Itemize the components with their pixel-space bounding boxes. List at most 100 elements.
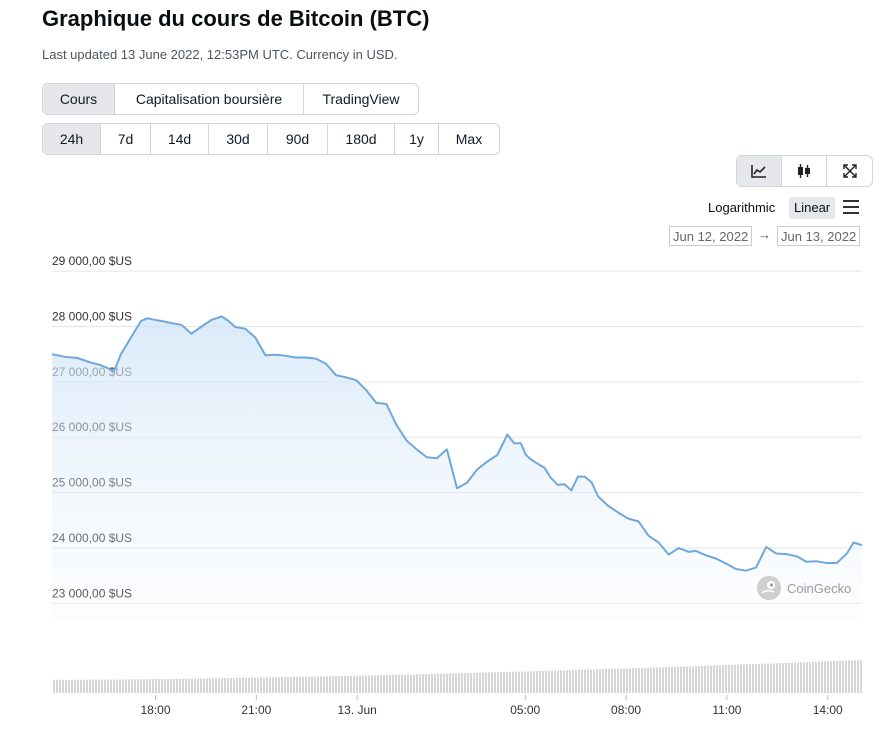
volume-bar xyxy=(641,667,643,693)
range-24h-button[interactable]: 24h xyxy=(43,124,101,154)
volume-bar xyxy=(65,679,67,693)
date-from-input[interactable]: Jun 12, 2022 xyxy=(669,226,753,246)
volume-bar xyxy=(584,669,586,693)
y-tick-label: 29 000,00 $US xyxy=(52,254,132,268)
tab-tradingview[interactable]: TradingView xyxy=(322,91,400,107)
linear-scale-button[interactable]: Linear xyxy=(789,197,836,219)
volume-bar xyxy=(188,678,190,693)
volume-bar xyxy=(701,665,703,693)
volume-bar xyxy=(761,663,763,693)
volume-bar xyxy=(563,670,565,693)
volume-bar xyxy=(386,675,388,693)
volume-bar xyxy=(842,660,844,693)
volume-bar xyxy=(485,672,487,693)
volume-bar xyxy=(146,679,148,693)
volume-bar xyxy=(722,665,724,693)
volume-bar xyxy=(605,669,607,693)
volume-bar xyxy=(455,673,457,693)
volume-bar xyxy=(557,670,559,693)
volume-bar xyxy=(365,675,367,693)
volume-bar xyxy=(602,669,604,693)
line-chart-button[interactable] xyxy=(737,156,782,186)
volume-bar xyxy=(629,668,631,693)
volume-bar xyxy=(452,673,454,693)
volume-bar xyxy=(350,675,352,693)
volume-bar xyxy=(317,676,319,693)
volume-bar xyxy=(647,667,649,693)
volume-bar xyxy=(707,665,709,693)
volume-bar xyxy=(644,667,646,693)
volume-bar xyxy=(416,674,418,693)
volume-bar xyxy=(770,663,772,693)
volume-bar xyxy=(92,679,94,693)
volume-bar xyxy=(320,676,322,693)
volume-bar xyxy=(740,664,742,693)
volume-bar xyxy=(659,667,661,693)
x-tick-label: 18:00 xyxy=(141,703,171,717)
volume-bar xyxy=(614,668,616,693)
volume-bar xyxy=(185,678,187,693)
volume-bar xyxy=(362,675,364,693)
volume-bar xyxy=(179,678,181,693)
volume-bar xyxy=(404,674,406,693)
volume-bar xyxy=(344,675,346,693)
volume-bar xyxy=(833,661,835,693)
volume-bar xyxy=(686,666,688,693)
volume-bar xyxy=(668,667,670,693)
range-1y-button[interactable]: 1y xyxy=(395,124,439,154)
volume-bar xyxy=(695,666,697,693)
range-7d-button[interactable]: 7d xyxy=(101,124,151,154)
volume-bar xyxy=(794,662,796,693)
volume-bar xyxy=(818,661,820,693)
volume-bar xyxy=(56,679,58,693)
volume-bar xyxy=(476,672,478,693)
date-to-input[interactable]: Jun 13, 2022 xyxy=(777,226,861,246)
volume-bar xyxy=(227,678,229,693)
volume-bar xyxy=(548,670,550,693)
logarithmic-scale-button[interactable]: Logarithmic xyxy=(708,200,776,215)
range-30d-button[interactable]: 30d xyxy=(209,124,268,154)
range-180d-button[interactable]: 180d xyxy=(328,124,395,154)
volume-bar xyxy=(611,668,613,693)
volume-bar xyxy=(158,679,160,693)
volume-bar xyxy=(497,672,499,693)
volume-bar xyxy=(131,679,133,693)
volume-bar xyxy=(617,668,619,693)
volume-bar xyxy=(200,678,202,693)
volume-bar xyxy=(728,664,730,693)
y-tick-label: 28 000,00 $US xyxy=(52,309,132,323)
volume-bar xyxy=(173,678,175,693)
volume-bar xyxy=(95,679,97,693)
volume-bar xyxy=(134,679,136,693)
volume-bar xyxy=(353,675,355,693)
volume-bar xyxy=(203,678,205,693)
volume-bar xyxy=(491,672,493,693)
volume-bar xyxy=(395,674,397,693)
volume-bar xyxy=(737,664,739,693)
volume-bar xyxy=(851,660,853,693)
volume-bar xyxy=(656,667,658,693)
price-area xyxy=(52,316,862,620)
volume-bar xyxy=(782,663,784,693)
volume-bar xyxy=(377,675,379,693)
volume-bar xyxy=(779,663,781,693)
volume-bar xyxy=(752,664,754,693)
chart-menu-button[interactable] xyxy=(842,199,860,215)
candlestick-button[interactable] xyxy=(782,156,827,186)
range-14d-button[interactable]: 14d xyxy=(151,124,209,154)
volume-bar xyxy=(467,673,469,693)
volume-bar xyxy=(275,677,277,693)
tab-cours[interactable]: Cours xyxy=(43,84,115,114)
tab-capitalisation[interactable]: Capitalisation boursière xyxy=(115,84,304,114)
range-max-button[interactable]: Max xyxy=(455,131,483,147)
volume-bar xyxy=(539,671,541,693)
volume-bar xyxy=(296,676,298,693)
volume-bar xyxy=(677,666,679,693)
volume-bar xyxy=(71,679,73,693)
fullscreen-button[interactable] xyxy=(827,156,872,186)
range-90d-button[interactable]: 90d xyxy=(268,124,328,154)
volume-bar xyxy=(338,676,340,693)
volume-bar xyxy=(299,676,301,693)
volume-bar xyxy=(86,679,88,693)
